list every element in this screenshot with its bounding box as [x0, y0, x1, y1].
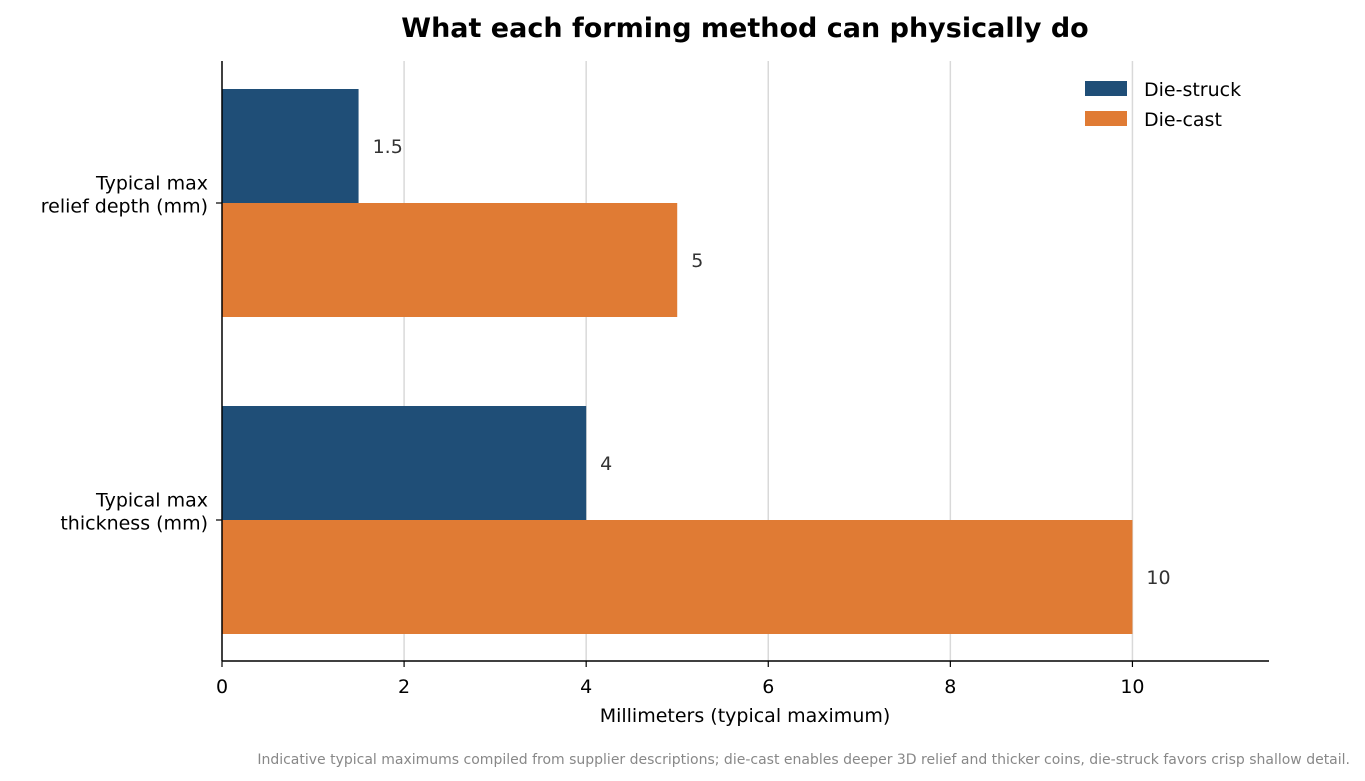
y-category-label: relief depth (mm) — [41, 196, 208, 218]
x-tick-label: 6 — [762, 676, 774, 698]
legend: Die-struck Die-cast — [1085, 79, 1241, 131]
bar-die-struck-2 — [222, 406, 587, 520]
bar-die-cast-2 — [222, 520, 1133, 634]
data-label: 1.5 — [373, 136, 403, 158]
x-tick-label: 8 — [944, 676, 956, 698]
chart-title: What each forming method can physically … — [401, 13, 1088, 44]
data-label: 10 — [1146, 567, 1170, 589]
x-tick-label: 0 — [216, 676, 228, 698]
data-label: 5 — [691, 250, 703, 272]
y-category-label: Typical max — [95, 173, 208, 195]
bar-die-cast-1 — [222, 203, 678, 317]
legend-swatch-die-cast — [1085, 111, 1127, 126]
x-axis-label: Millimeters (typical maximum) — [600, 705, 891, 727]
y-category-label: Typical max — [95, 490, 208, 512]
data-label: 4 — [600, 453, 612, 475]
data-labels: 1.5 5 4 10 — [373, 136, 1171, 589]
legend-swatch-die-struck — [1085, 81, 1127, 96]
x-tick-label: 4 — [580, 676, 592, 698]
legend-label-die-struck: Die-struck — [1144, 79, 1241, 101]
bar-die-struck-1 — [222, 89, 359, 203]
x-tick-label: 2 — [398, 676, 410, 698]
x-tick-label: 10 — [1120, 676, 1144, 698]
legend-label-die-cast: Die-cast — [1144, 109, 1222, 131]
bars — [222, 89, 1133, 634]
y-category-label: thickness (mm) — [60, 513, 208, 535]
chart-footnote: Indicative typical maximums compiled fro… — [257, 752, 1350, 768]
